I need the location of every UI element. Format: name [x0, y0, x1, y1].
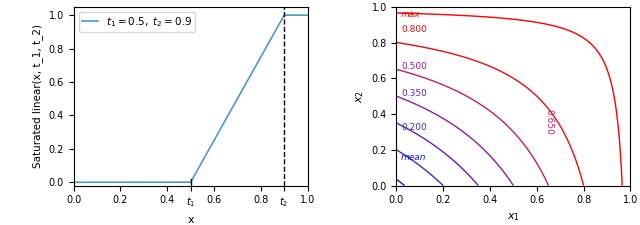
Text: 0.500: 0.500 [401, 62, 427, 71]
Legend: $t_1=0.5,\ t_2=0.9$: $t_1=0.5,\ t_2=0.9$ [79, 12, 195, 32]
Y-axis label: Saturated linear(x, t_1, t_2): Saturated linear(x, t_1, t_2) [32, 24, 43, 168]
$t_1=0.5,\ t_2=0.9$ [70, 181, 77, 184]
$t_1=0.5,\ t_2=0.9$ [177, 181, 185, 184]
Y-axis label: $x_2$: $x_2$ [354, 90, 366, 103]
$t_1=0.5,\ t_2=0.9$ [82, 181, 90, 184]
$t_1=0.5,\ t_2=0.9$ [297, 14, 305, 16]
Line: $t_1=0.5,\ t_2=0.9$: $t_1=0.5,\ t_2=0.9$ [74, 15, 308, 182]
$t_1=0.5,\ t_2=0.9$ [254, 61, 262, 63]
$t_1=0.5,\ t_2=0.9$ [304, 14, 312, 16]
$t_1=0.5,\ t_2=0.9$ [297, 14, 305, 16]
Text: 0.200: 0.200 [401, 123, 427, 132]
X-axis label: $x_1$: $x_1$ [507, 211, 520, 223]
$t_1=0.5,\ t_2=0.9$ [184, 181, 191, 184]
Text: 0.350: 0.350 [401, 89, 427, 98]
Text: 0.650: 0.650 [544, 109, 553, 135]
$t_1=0.5,\ t_2=0.9$ [280, 14, 288, 16]
Text: mean: mean [401, 153, 427, 162]
Text: 0.800: 0.800 [401, 25, 427, 34]
X-axis label: x: x [188, 215, 194, 225]
Text: max: max [401, 10, 420, 19]
